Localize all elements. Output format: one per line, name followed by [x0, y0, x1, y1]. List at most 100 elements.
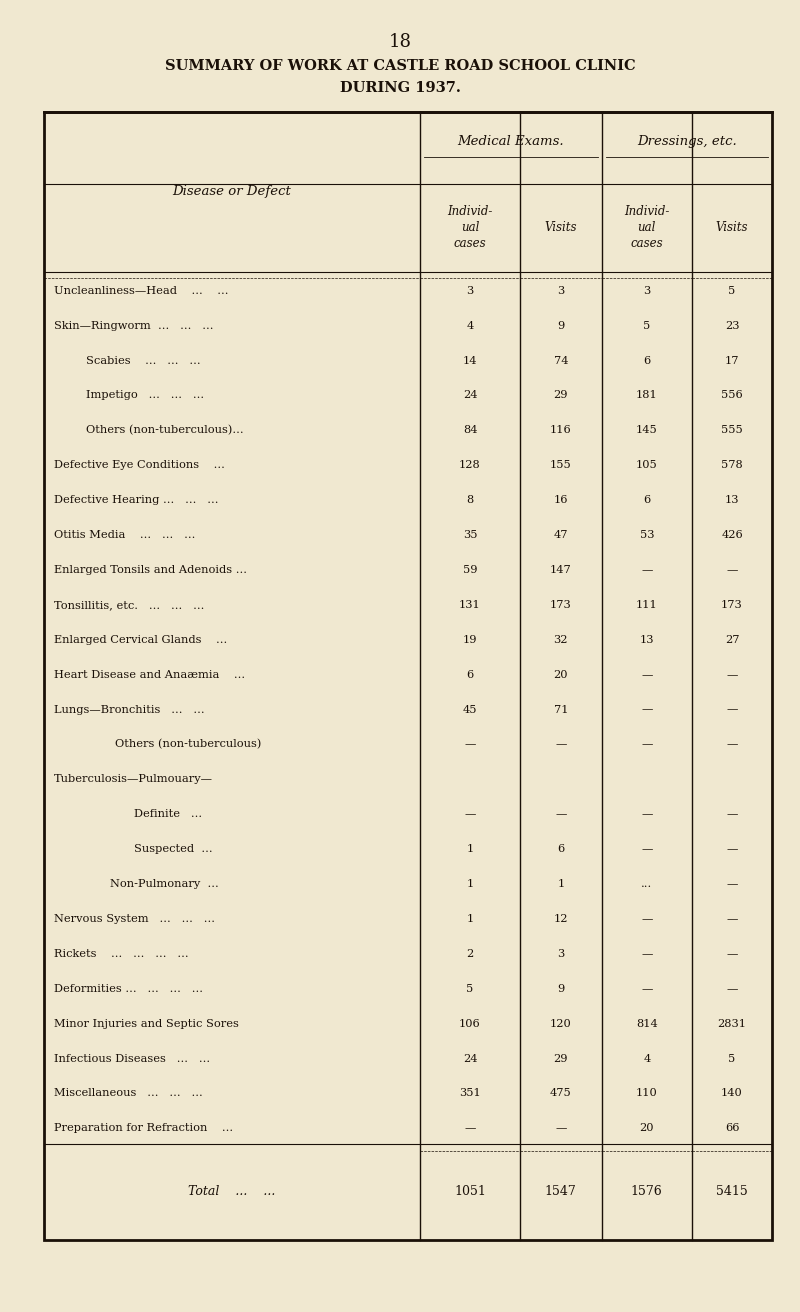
Text: —: —	[726, 810, 738, 819]
Text: —: —	[641, 669, 653, 680]
Text: SUMMARY OF WORK AT CASTLE ROAD SCHOOL CLINIC: SUMMARY OF WORK AT CASTLE ROAD SCHOOL CL…	[165, 59, 635, 73]
Text: —: —	[726, 565, 738, 575]
Text: Disease or Defect: Disease or Defect	[173, 185, 291, 198]
Text: 173: 173	[550, 600, 572, 610]
Text: 140: 140	[721, 1089, 743, 1098]
Text: 29: 29	[554, 1054, 568, 1064]
Text: 116: 116	[550, 425, 572, 436]
Text: —: —	[726, 705, 738, 715]
Text: 3: 3	[466, 286, 474, 295]
Text: 71: 71	[554, 705, 568, 715]
Text: Visits: Visits	[716, 222, 748, 234]
Text: 6: 6	[466, 669, 474, 680]
Text: 5: 5	[643, 320, 650, 331]
Text: 59: 59	[462, 565, 478, 575]
Text: —: —	[641, 810, 653, 819]
Text: 155: 155	[550, 461, 572, 470]
Text: 13: 13	[725, 495, 739, 505]
Text: Total    ...    ...: Total ... ...	[188, 1186, 276, 1198]
Text: 128: 128	[459, 461, 481, 470]
Text: 1: 1	[466, 879, 474, 890]
Text: Otitis Media    ...   ...   ...: Otitis Media ... ... ...	[54, 530, 195, 541]
Text: —: —	[726, 669, 738, 680]
Text: Non-Pulmonary  ...: Non-Pulmonary ...	[110, 879, 218, 890]
Text: 6: 6	[643, 495, 650, 505]
Text: 3: 3	[557, 949, 565, 959]
Text: 4: 4	[466, 320, 474, 331]
Text: 814: 814	[636, 1018, 658, 1029]
Text: 3: 3	[557, 286, 565, 295]
Text: —: —	[641, 565, 653, 575]
Text: 53: 53	[639, 530, 654, 541]
Text: 32: 32	[554, 635, 568, 644]
Text: 2831: 2831	[718, 1018, 746, 1029]
Text: 106: 106	[459, 1018, 481, 1029]
Text: 1: 1	[466, 914, 474, 924]
Text: Infectious Diseases   ...   ...: Infectious Diseases ... ...	[54, 1054, 210, 1064]
Text: 5415: 5415	[716, 1186, 748, 1198]
Text: 29: 29	[554, 391, 568, 400]
Text: Individ-
ual
cases: Individ- ual cases	[447, 205, 493, 251]
Text: 426: 426	[721, 530, 743, 541]
Text: Lungs—Bronchitis   ...   ...: Lungs—Bronchitis ... ...	[54, 705, 204, 715]
Text: Others (non-tuberculous): Others (non-tuberculous)	[86, 739, 261, 749]
Text: —: —	[726, 984, 738, 993]
Text: Scabies    ...   ...   ...: Scabies ... ... ...	[86, 356, 200, 366]
Text: Defective Hearing ...   ...   ...: Defective Hearing ... ... ...	[54, 495, 218, 505]
Text: 9: 9	[557, 984, 565, 993]
Text: 66: 66	[725, 1123, 739, 1134]
Text: —: —	[555, 740, 566, 749]
Text: Individ-
ual
cases: Individ- ual cases	[624, 205, 670, 251]
Text: 6: 6	[557, 844, 565, 854]
Text: 5: 5	[728, 286, 736, 295]
Text: 45: 45	[462, 705, 478, 715]
Text: Skin—Ringworm  ...   ...   ...: Skin—Ringworm ... ... ...	[54, 320, 213, 331]
Text: 1576: 1576	[631, 1186, 662, 1198]
Text: —: —	[726, 740, 738, 749]
Text: 1: 1	[466, 844, 474, 854]
Text: Impetigo   ...   ...   ...: Impetigo ... ... ...	[86, 391, 204, 400]
Text: Heart Disease and Anaæmia    ...: Heart Disease and Anaæmia ...	[54, 669, 245, 680]
Text: —: —	[641, 844, 653, 854]
Text: —: —	[464, 810, 476, 819]
Text: 556: 556	[721, 391, 743, 400]
Text: 12: 12	[554, 914, 568, 924]
Text: Tonsillitis, etc.   ...   ...   ...: Tonsillitis, etc. ... ... ...	[54, 600, 204, 610]
Text: Defective Eye Conditions    ...: Defective Eye Conditions ...	[54, 461, 225, 470]
Text: Deformities ...   ...   ...   ...: Deformities ... ... ... ...	[54, 984, 202, 993]
Text: DURING 1937.: DURING 1937.	[339, 81, 461, 96]
Text: Uncleanliness—Head    ...    ...: Uncleanliness—Head ... ...	[54, 286, 228, 295]
Text: 14: 14	[462, 356, 478, 366]
Text: Enlarged Tonsils and Adenoids ...: Enlarged Tonsils and Adenoids ...	[54, 565, 246, 575]
Text: 4: 4	[643, 1054, 650, 1064]
Text: —: —	[641, 705, 653, 715]
Text: —: —	[726, 879, 738, 890]
Text: 9: 9	[557, 320, 565, 331]
Text: 13: 13	[639, 635, 654, 644]
Text: 3: 3	[643, 286, 650, 295]
Text: Dressings, etc.: Dressings, etc.	[637, 135, 737, 147]
Text: 173: 173	[721, 600, 743, 610]
Text: 19: 19	[462, 635, 478, 644]
Text: 8: 8	[466, 495, 474, 505]
Text: 16: 16	[554, 495, 568, 505]
Text: ...: ...	[641, 879, 653, 890]
Text: —: —	[641, 914, 653, 924]
Text: 1: 1	[557, 879, 565, 890]
Text: Definite   ...: Definite ...	[134, 810, 202, 819]
Text: 131: 131	[459, 600, 481, 610]
Text: —: —	[555, 1123, 566, 1134]
Text: 74: 74	[554, 356, 568, 366]
Text: 27: 27	[725, 635, 739, 644]
Text: 2: 2	[466, 949, 474, 959]
Text: Visits: Visits	[545, 222, 577, 234]
Text: 351: 351	[459, 1089, 481, 1098]
Text: 23: 23	[725, 320, 739, 331]
Text: 110: 110	[636, 1089, 658, 1098]
Text: —: —	[726, 844, 738, 854]
Text: 555: 555	[721, 425, 743, 436]
Text: 35: 35	[462, 530, 478, 541]
Text: —: —	[641, 984, 653, 993]
Text: —: —	[726, 949, 738, 959]
Text: 24: 24	[462, 391, 478, 400]
